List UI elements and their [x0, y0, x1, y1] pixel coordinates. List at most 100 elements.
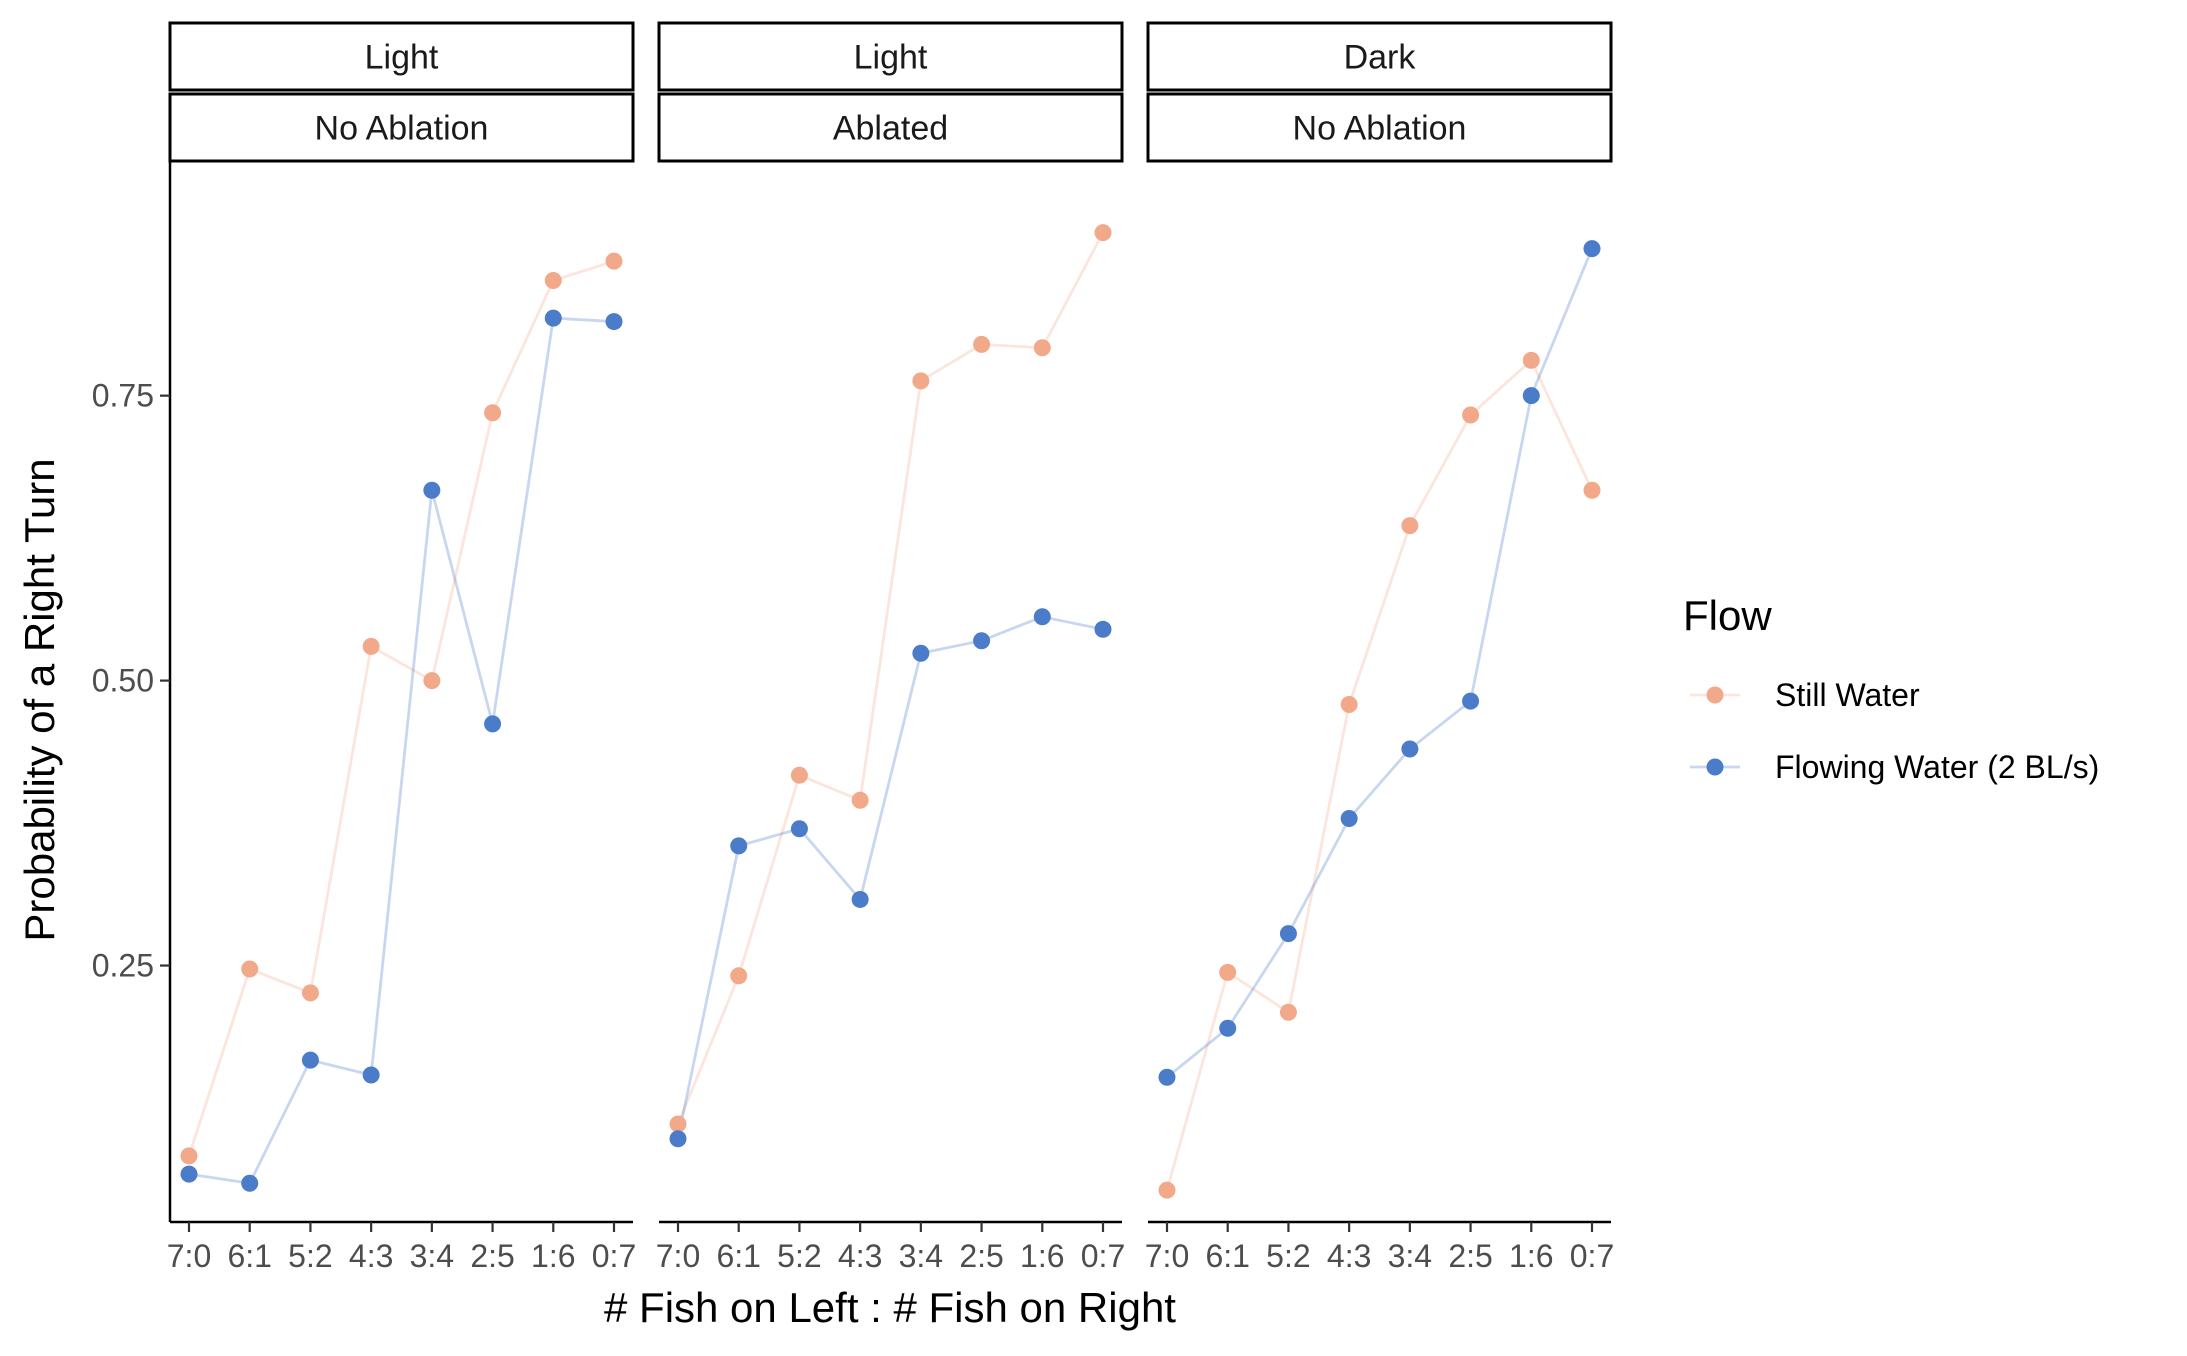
data-point-still-water [1094, 224, 1112, 242]
data-point-still-water [1033, 339, 1051, 357]
data-point-still-water [605, 252, 623, 270]
x-tick-label: 5:2 [288, 1238, 332, 1274]
panel-2: Light Ablated 7:0 6:1 5:2 4:3 3:4 2:5 1:6 0:7 [656, 21, 1125, 1274]
x-tick-label: 0:7 [1081, 1238, 1125, 1274]
legend-items: Still Water Flowing Water (2 BL/s) [1690, 677, 2099, 785]
data-point-flowing-water [423, 481, 441, 499]
x-tick-label: 1:6 [531, 1238, 575, 1274]
data-point-still-water [301, 984, 319, 1002]
x-tick-label: 2:5 [470, 1238, 514, 1274]
y-tick-label: 0.25 [92, 948, 154, 984]
data-point-flowing-water [912, 644, 930, 662]
series-line-flowing-water [676, 615, 1104, 1140]
data-point-still-water [669, 1115, 687, 1133]
legend-item-still-water: Still Water [1690, 677, 1920, 713]
data-point-flowing-water [180, 1165, 198, 1183]
data-point-still-water [973, 335, 991, 353]
data-point-flowing-water [1401, 740, 1419, 758]
x-axis-title: # Fish on Left : # Fish on Right [604, 1284, 1176, 1331]
x-tick-label: 7:0 [167, 1238, 211, 1274]
x-tick-label: 5:2 [777, 1238, 821, 1274]
data-point-still-water [1219, 963, 1237, 981]
data-point-still-water [423, 672, 441, 690]
x-tick-label: 4:3 [1327, 1238, 1371, 1274]
data-point-flowing-water [1094, 620, 1112, 638]
x-tick-label: 0:7 [1570, 1238, 1614, 1274]
legend-item-flowing-water: Flowing Water (2 BL/s) [1690, 749, 2099, 785]
data-point-still-water [180, 1147, 198, 1165]
data-point-flowing-water [544, 309, 562, 327]
data-point-still-water [1522, 351, 1540, 369]
x-tick-label: 6:1 [1205, 1238, 1249, 1274]
data-point-still-water [544, 272, 562, 290]
data-point-flowing-water [730, 837, 748, 855]
x-tick-label: 3:4 [899, 1238, 943, 1274]
data-point-flowing-water [790, 820, 808, 838]
x-tick-label: 1:6 [1509, 1238, 1553, 1274]
data-point-flowing-water [669, 1130, 687, 1148]
x-tick-label: 4:3 [349, 1238, 393, 1274]
panel-3: Dark No Ablation 7:0 6:1 5:2 4:3 3:4 2:5 1:6 0:7 [1145, 21, 1614, 1274]
x-tick-label: 2:5 [959, 1238, 1003, 1274]
data-point-still-water [730, 967, 748, 985]
x-tick-label: 2:5 [1448, 1238, 1492, 1274]
data-point-flowing-water [1033, 608, 1051, 626]
data-point-flowing-water [1522, 387, 1540, 405]
strip-top-box [1146, 21, 1613, 92]
data-point-flowing-water [484, 715, 502, 733]
strip-top-box [168, 21, 635, 92]
data-point-still-water [1340, 696, 1358, 714]
legend-key-point [1706, 686, 1724, 704]
data-point-still-water [1279, 1003, 1297, 1021]
data-point-flowing-water [301, 1051, 319, 1069]
y-axis: 0.25 0.50 0.75 [92, 162, 172, 1222]
series-line-still-water [187, 259, 615, 1157]
y-axis-title: Probability of a Right Turn [16, 458, 63, 941]
x-tick-label: 7:0 [656, 1238, 700, 1274]
legend-title: Flow [1683, 592, 1772, 639]
data-point-still-water [1158, 1181, 1176, 1199]
series-line-flowing-water [188, 316, 615, 1185]
strip-bottom-box [657, 92, 1124, 163]
x-tick-label: 3:4 [410, 1238, 454, 1274]
data-point-flowing-water [1583, 240, 1601, 258]
x-tick-label: 1:6 [1020, 1238, 1064, 1274]
series-line-still-water [676, 232, 1105, 1125]
data-point-flowing-water [1158, 1068, 1176, 1086]
data-point-flowing-water [1279, 925, 1297, 943]
data-point-still-water [790, 766, 808, 784]
strip-bottom-label: No Ablation [315, 110, 489, 148]
data-point-flowing-water [605, 313, 623, 331]
data-point-flowing-water [241, 1174, 259, 1192]
panel-1: Light No Ablation 7:0 6:1 5:2 4:3 3:4 2:5 1:6 0:7 [167, 21, 636, 1274]
legend-label: Flowing Water (2 BL/s) [1775, 749, 2099, 785]
strip-bottom-label: Ablated [833, 110, 948, 148]
x-tick-label: 6:1 [716, 1238, 760, 1274]
x-tick-label: 7:0 [1145, 1238, 1189, 1274]
data-point-still-water [1462, 406, 1480, 424]
y-tick-label: 0.75 [92, 378, 154, 414]
x-tick-label: 0:7 [592, 1238, 636, 1274]
series-line-still-water [1165, 358, 1594, 1191]
data-point-still-water [1401, 517, 1419, 535]
data-point-flowing-water [973, 632, 991, 650]
strip-bottom-box [1146, 92, 1613, 163]
data-point-flowing-water [1340, 810, 1358, 828]
x-tick-label: 6:1 [227, 1238, 271, 1274]
data-point-flowing-water [1219, 1019, 1237, 1037]
data-point-still-water [241, 960, 259, 978]
data-point-still-water [362, 637, 380, 655]
panels-layer: Light No Ablation 7:0 6:1 5:2 4:3 3:4 2:5 1:6 0:7… [167, 21, 1614, 1274]
x-tick-label: 5:2 [1266, 1238, 1310, 1274]
data-point-still-water [484, 404, 502, 422]
data-point-flowing-water [362, 1066, 380, 1084]
data-point-flowing-water [1462, 692, 1480, 710]
strip-bottom-label: No Ablation [1293, 110, 1467, 148]
strip-top-label: Light [365, 39, 439, 77]
strip-bottom-box [168, 92, 635, 163]
data-point-still-water [912, 372, 930, 390]
data-point-still-water [1583, 481, 1601, 499]
legend-label: Still Water [1775, 677, 1920, 713]
